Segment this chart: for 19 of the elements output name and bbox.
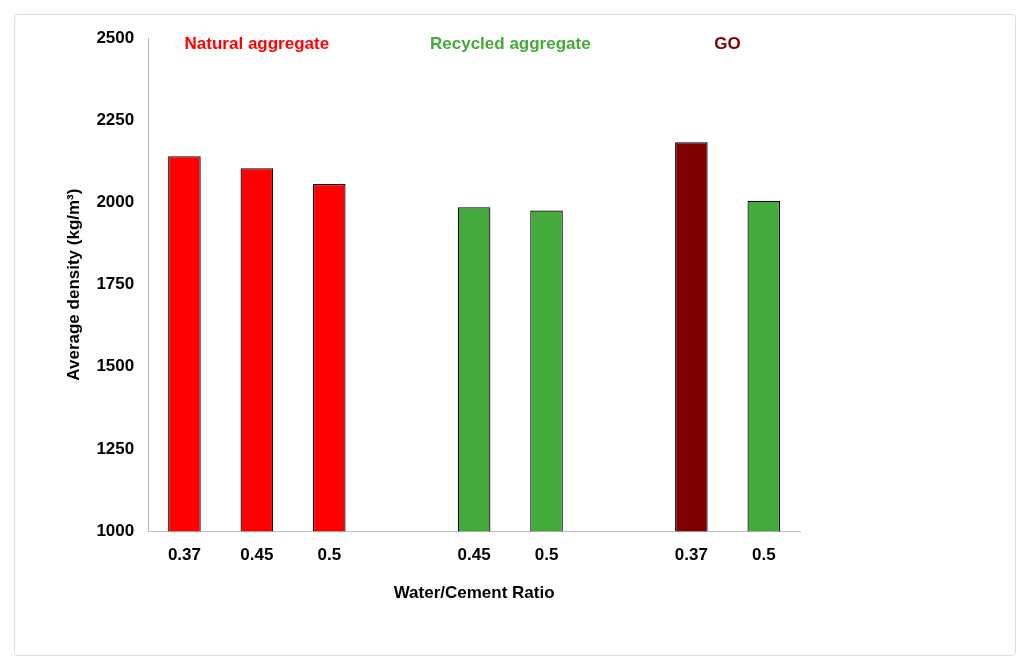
annotation: GO xyxy=(714,33,741,53)
y-tick-label: 1750 xyxy=(96,274,135,294)
y-tick-label: 1250 xyxy=(96,438,135,458)
y-axis-title: Average density (kg/m³) xyxy=(63,188,83,381)
y-tick-label: 1500 xyxy=(96,356,135,376)
x-tick-label: 0.5 xyxy=(317,545,342,565)
y-tick-label: 2000 xyxy=(96,192,135,212)
annotation: Natural aggregate xyxy=(184,33,330,53)
x-axis-title: Water/Cement Ratio xyxy=(393,583,555,603)
x-tick-label: 0.5 xyxy=(751,545,776,565)
y-tick-label: 2500 xyxy=(96,27,135,47)
y-tick-label: 2250 xyxy=(96,109,135,129)
x-tick-label: 0.45 xyxy=(457,545,491,565)
x-tick-label: 0.37 xyxy=(674,545,708,565)
x-tick-label: 0.37 xyxy=(167,545,201,565)
y-tick-label: 1000 xyxy=(96,520,135,540)
x-tick-label: 0.45 xyxy=(240,545,274,565)
x-tick-label: 0.5 xyxy=(534,545,559,565)
annotation: Recycled aggregate xyxy=(430,33,591,53)
